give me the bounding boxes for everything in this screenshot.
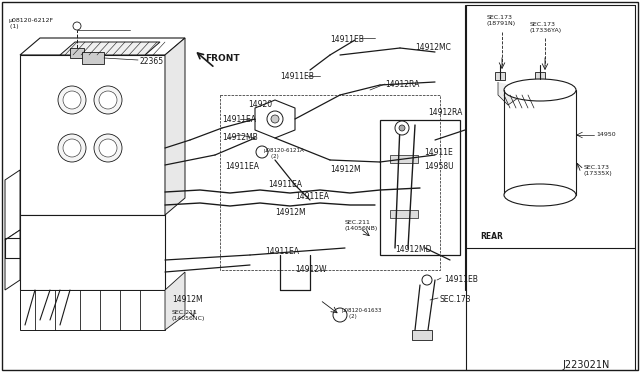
Text: µ08120-6121A
    (2): µ08120-6121A (2) xyxy=(264,148,305,159)
Text: 14912RA: 14912RA xyxy=(385,80,419,89)
Circle shape xyxy=(99,139,117,157)
Text: 14912M: 14912M xyxy=(330,165,360,174)
Text: 14912W: 14912W xyxy=(295,265,326,274)
Circle shape xyxy=(267,111,283,127)
Text: SEC.211
(14056NB): SEC.211 (14056NB) xyxy=(345,220,378,231)
Ellipse shape xyxy=(504,79,576,101)
Circle shape xyxy=(63,91,81,109)
Circle shape xyxy=(271,115,279,123)
Text: SEC.173: SEC.173 xyxy=(440,295,472,304)
Polygon shape xyxy=(5,170,20,240)
Bar xyxy=(82,52,104,64)
Circle shape xyxy=(58,86,86,114)
Bar xyxy=(535,72,545,80)
Text: 14911EB: 14911EB xyxy=(444,275,478,284)
Circle shape xyxy=(422,275,432,285)
Text: 14911EA: 14911EA xyxy=(265,247,299,256)
Text: J223021N: J223021N xyxy=(563,360,610,370)
Text: FRONT: FRONT xyxy=(205,54,239,63)
Text: µ08120-6212F
 (1): µ08120-6212F (1) xyxy=(8,18,53,29)
Circle shape xyxy=(63,139,81,157)
Polygon shape xyxy=(20,55,165,215)
Bar xyxy=(412,330,432,340)
Polygon shape xyxy=(20,215,165,290)
Text: 14911E: 14911E xyxy=(424,148,452,157)
Bar xyxy=(70,48,84,58)
Text: 14912MB: 14912MB xyxy=(222,133,258,142)
Text: REAR: REAR xyxy=(480,232,503,241)
Text: 14912M: 14912M xyxy=(172,295,203,304)
Text: 14911EA: 14911EA xyxy=(225,162,259,171)
Polygon shape xyxy=(165,272,185,330)
Text: 14950: 14950 xyxy=(596,132,616,137)
Text: 14958U: 14958U xyxy=(424,162,454,171)
Circle shape xyxy=(99,91,117,109)
Text: SEC.173
(17335X): SEC.173 (17335X) xyxy=(584,165,612,176)
Text: 14911EA: 14911EA xyxy=(268,180,302,189)
Text: SEC.173
(18791N): SEC.173 (18791N) xyxy=(487,15,516,26)
Bar xyxy=(390,155,418,163)
Ellipse shape xyxy=(504,184,576,206)
Polygon shape xyxy=(60,42,160,55)
Text: 14911EA: 14911EA xyxy=(222,115,256,124)
Text: 22365: 22365 xyxy=(140,57,164,66)
Text: SEC.173
(17336YA): SEC.173 (17336YA) xyxy=(530,22,562,33)
Circle shape xyxy=(256,146,268,158)
Polygon shape xyxy=(20,290,165,330)
Text: 14912M: 14912M xyxy=(275,208,306,217)
Bar xyxy=(390,210,418,218)
Circle shape xyxy=(399,125,405,131)
Circle shape xyxy=(94,86,122,114)
Text: 14911EA: 14911EA xyxy=(295,192,329,201)
Bar xyxy=(495,72,505,80)
Text: 14911EB: 14911EB xyxy=(280,72,314,81)
Text: 14912RA: 14912RA xyxy=(428,108,462,117)
Text: µ08120-61633
    (2): µ08120-61633 (2) xyxy=(342,308,383,319)
Circle shape xyxy=(94,134,122,162)
Circle shape xyxy=(395,121,409,135)
Circle shape xyxy=(333,308,347,322)
Circle shape xyxy=(73,22,81,30)
Polygon shape xyxy=(498,82,522,105)
Polygon shape xyxy=(255,100,295,138)
Polygon shape xyxy=(5,230,20,290)
Text: SEC.211
(14056NC): SEC.211 (14056NC) xyxy=(172,310,205,321)
Text: 14911EB: 14911EB xyxy=(330,35,364,44)
Text: 14912MC: 14912MC xyxy=(415,43,451,52)
Bar xyxy=(380,120,460,255)
Polygon shape xyxy=(20,38,185,55)
Text: 14912MD: 14912MD xyxy=(395,245,431,254)
Circle shape xyxy=(58,134,86,162)
Text: 14920: 14920 xyxy=(248,100,272,109)
Polygon shape xyxy=(165,38,185,215)
